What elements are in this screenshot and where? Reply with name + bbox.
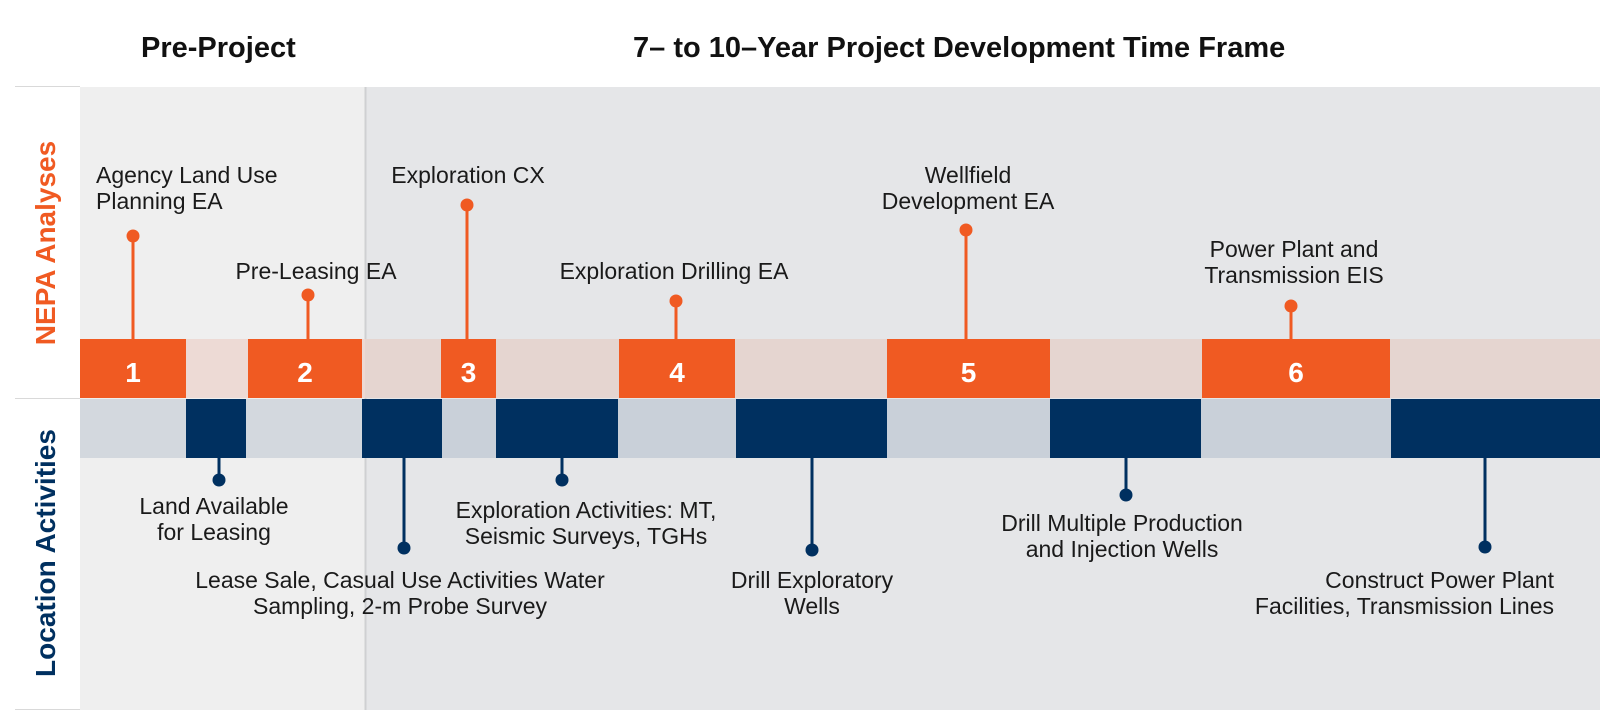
- project-panel: [366, 87, 1600, 710]
- nepa-dot-6: [1284, 299, 1298, 313]
- nepa-row-label: NEPA Analyses: [30, 140, 61, 346]
- location-block-1: [186, 399, 246, 458]
- nepa-dot-1: [126, 229, 140, 243]
- pre-project-panel: [80, 87, 365, 710]
- location-label-3: Exploration Activities: MT, Seismic Surve…: [455, 497, 717, 549]
- nepa-dot-3: [460, 198, 474, 212]
- nepa-dot-4: [669, 294, 683, 308]
- time-frame-header: 7– to 10–Year Project Development Time F…: [633, 32, 1286, 64]
- location-dot-5: [1119, 488, 1133, 502]
- nepa-number-1: 1: [125, 357, 141, 388]
- nepa-number-3: 3: [461, 357, 477, 388]
- nepa-dot-2: [301, 288, 315, 302]
- nepa-block-2: [248, 339, 362, 398]
- location-dot-6: [1478, 540, 1492, 554]
- pre-project-header: Pre-Project: [141, 32, 296, 64]
- location-dot-1: [212, 473, 226, 487]
- nepa-label-6: Power Plant and Transmission EIS: [1204, 236, 1384, 288]
- nepa-block-4: [619, 339, 735, 398]
- nepa-number-4: 4: [669, 357, 685, 388]
- nepa-label-1: Agency Land Use Planning EA: [96, 162, 278, 214]
- location-label-1: Land Available for Leasing: [139, 493, 289, 545]
- location-dot-2: [397, 541, 411, 555]
- location-block-4: [736, 399, 887, 458]
- nepa-label-2: Pre-Leasing EA: [235, 258, 397, 284]
- location-dot-3: [555, 473, 569, 487]
- nepa-label-4: Exploration Drilling EA: [559, 258, 789, 284]
- nepa-label-3: Exploration CX: [391, 162, 545, 188]
- location-dot-4: [805, 543, 819, 557]
- location-label-6: Construct Power Plant Facilities, Transmi…: [1254, 567, 1554, 619]
- nepa-block-1: [80, 339, 186, 398]
- nepa-number-6: 6: [1288, 357, 1304, 388]
- nepa-number-5: 5: [961, 357, 977, 388]
- nepa-label-5: Wellfield Development EA: [881, 162, 1055, 214]
- nepa-number-2: 2: [297, 357, 313, 388]
- location-block-6: [1391, 399, 1600, 458]
- location-row-label: Location Activities: [30, 429, 61, 677]
- location-block-2: [362, 399, 442, 458]
- location-block-5: [1050, 399, 1201, 458]
- nepa-block-5: [887, 339, 1050, 398]
- location-label-4: Drill Exploratory Wells: [730, 567, 894, 619]
- location-label-5: Drill Multiple Production and Injection W…: [1001, 510, 1243, 562]
- nepa-dot-5: [959, 223, 973, 237]
- location-label-2: Lease Sale, Casual Use Activities Water S…: [195, 567, 605, 619]
- location-block-3: [496, 399, 618, 458]
- nepa-block-3: [441, 339, 496, 398]
- nepa-block-6: [1202, 339, 1390, 398]
